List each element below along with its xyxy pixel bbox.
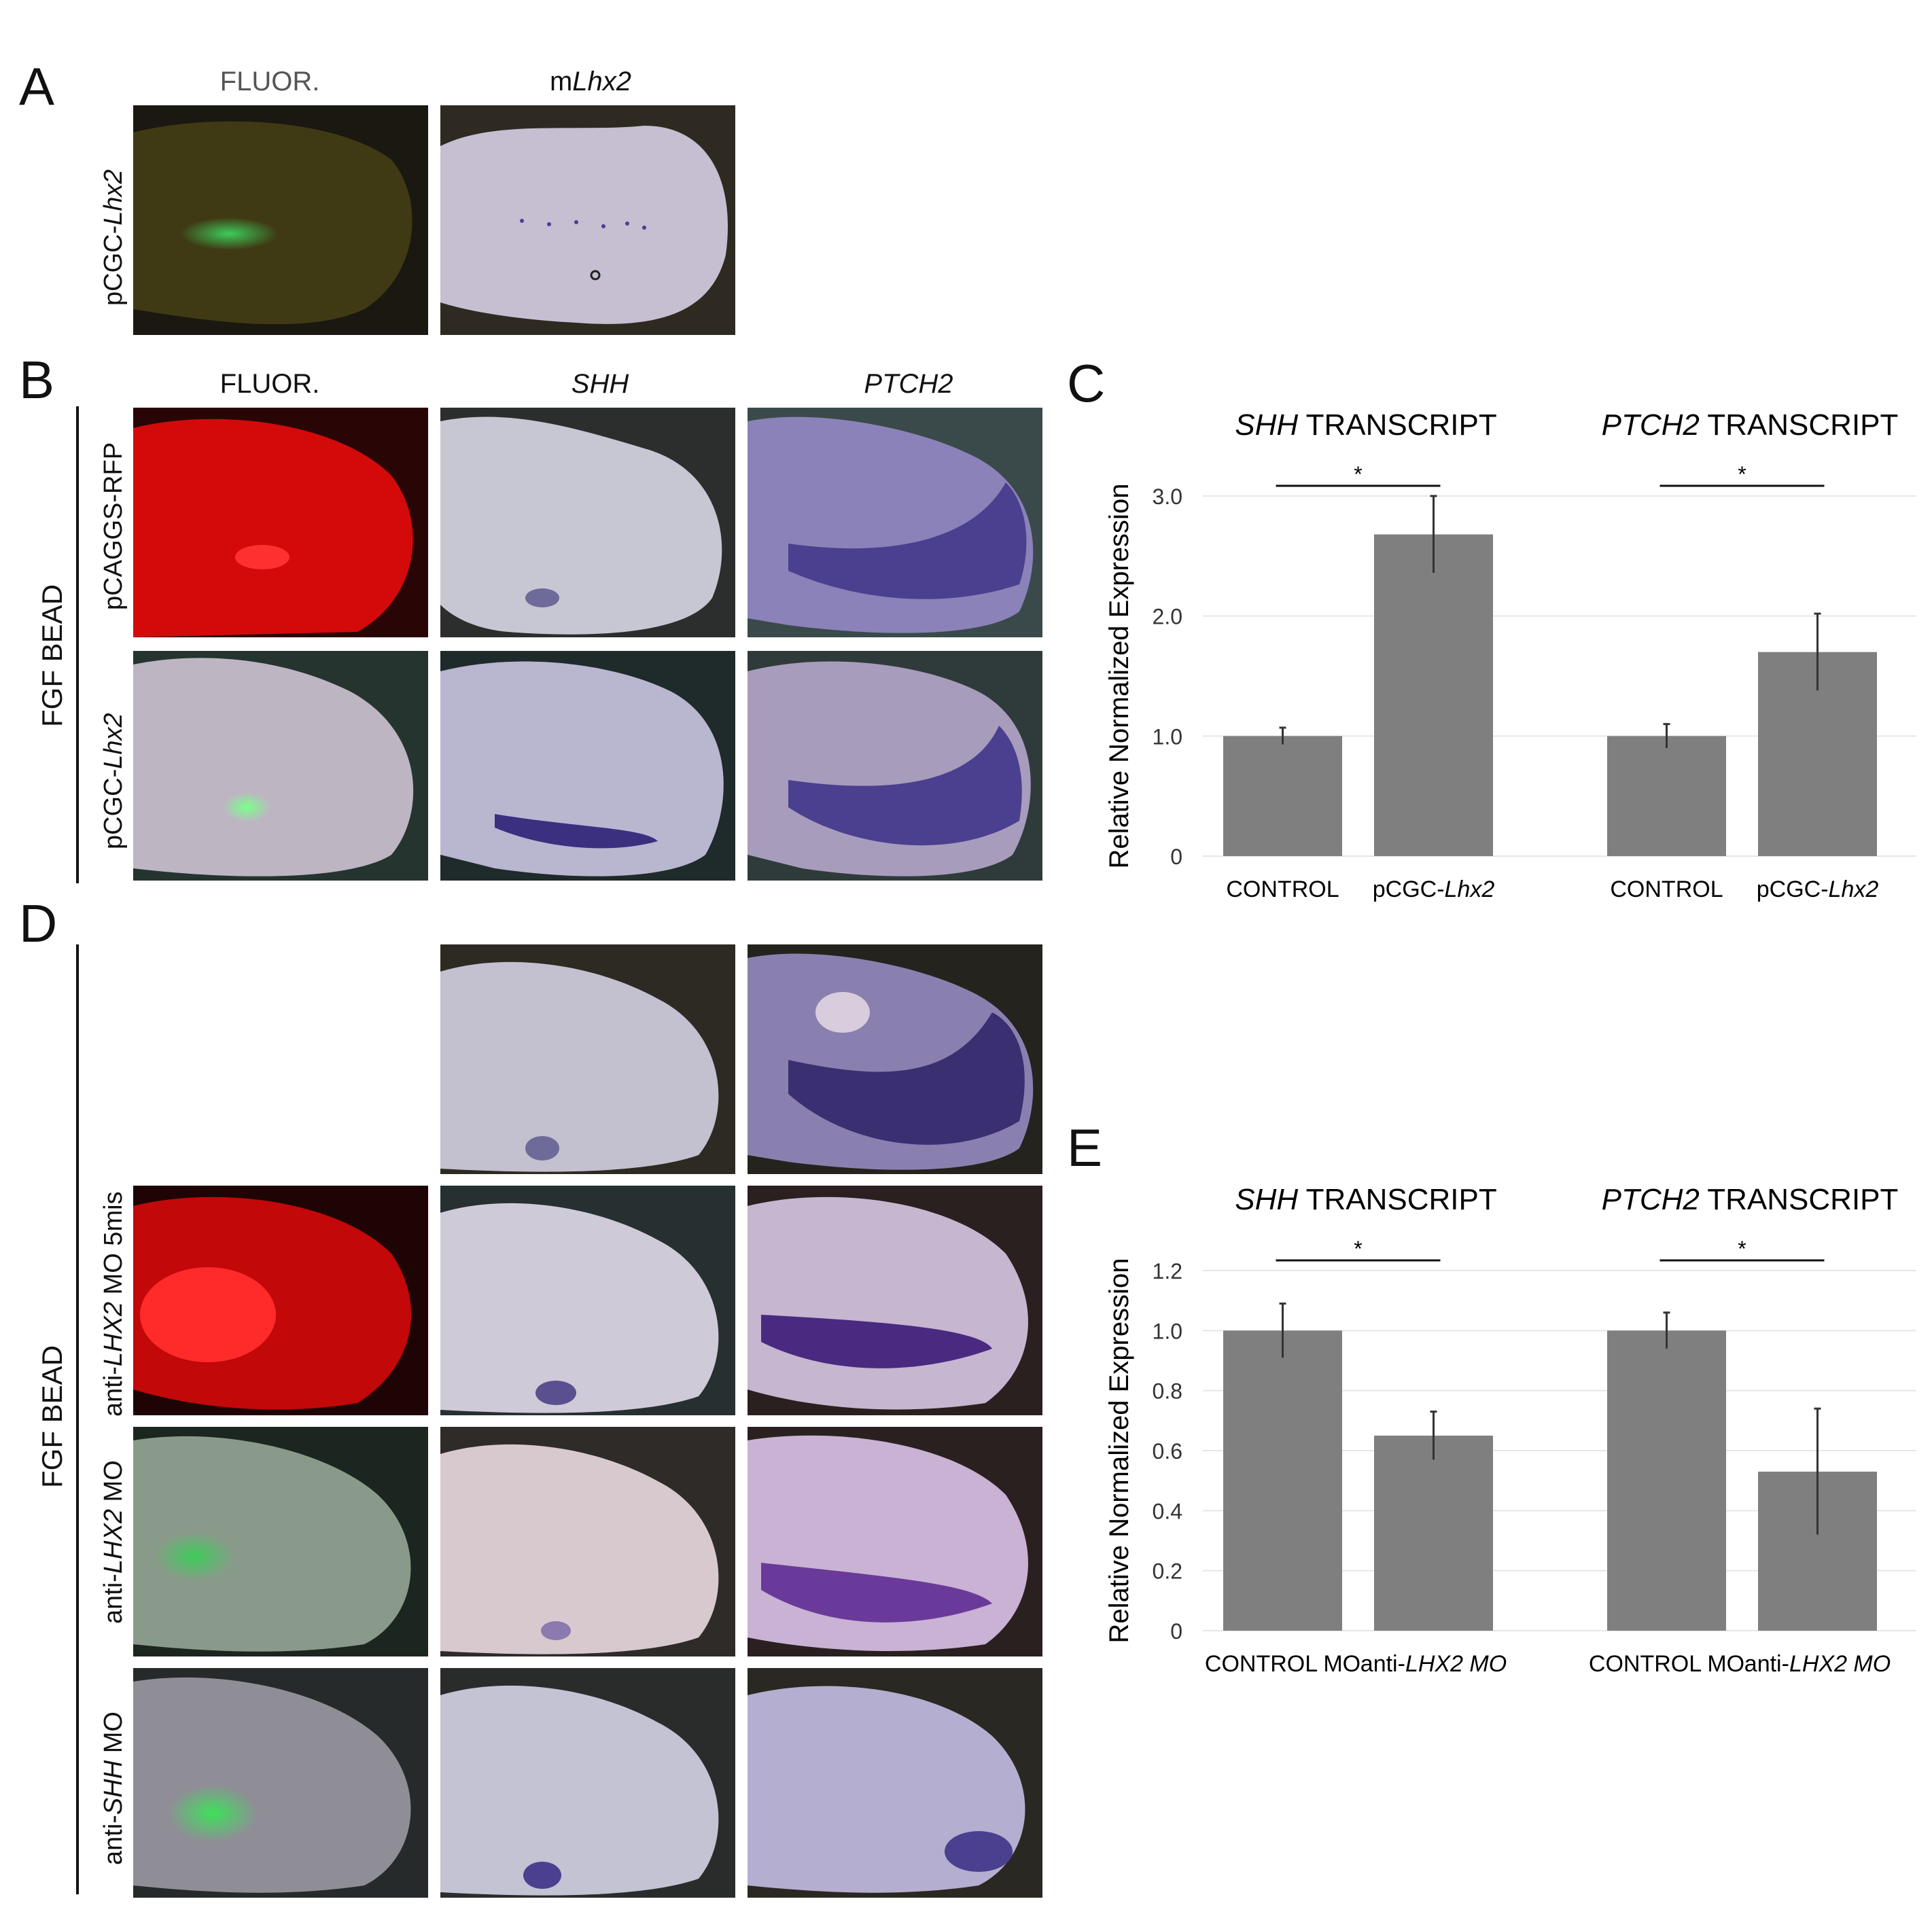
row-label-b2: pCGC-Lhx2 [99, 713, 128, 849]
photo-d1-fluor [133, 1186, 428, 1415]
photo-b1-fluor [133, 408, 428, 637]
chart-c-bar [1223, 736, 1342, 856]
chart-e-bar [1223, 1330, 1342, 1631]
chart-e-ytick: 0 [1170, 1619, 1182, 1644]
row-label-d3: anti-SHH MO [99, 1712, 128, 1865]
chart-e-group-title: PTCH2 TRANSCRIPT [1602, 1183, 1899, 1216]
col-header-ptch2: PTCH2 [864, 369, 953, 399]
chart-e-ytick: 0.2 [1153, 1559, 1182, 1584]
chart-c-xtick: CONTROL [1610, 876, 1723, 902]
chart-e-xtick: anti-LHX2 MO [1744, 1651, 1891, 1677]
photo-a-fluor [133, 105, 428, 335]
group-label-d: FGF BEAD [36, 1345, 68, 1488]
chart-c: Relative Normalized Expression 0 1.0 2.0 3.0… [1104, 408, 1916, 902]
row-label-a: pCGC-Lhx2 [99, 169, 128, 306]
chart-c-group-title: PTCH2 TRANSCRIPT [1602, 408, 1899, 442]
chart-c-group-title: SHH TRANSCRIPT [1235, 408, 1496, 442]
chart-e-bar [1374, 1435, 1493, 1631]
col-header-shh: SHH [571, 369, 629, 399]
bracket-line-d [76, 944, 79, 1894]
photo-b1-shh [440, 408, 735, 637]
panel-label-b: B [19, 350, 55, 410]
group-label-b: FGF BEAD [36, 584, 68, 727]
photo-d1-ptch2 [748, 1186, 1042, 1415]
chart-c-xtick: pCGC-Lhx2 [1373, 876, 1495, 902]
chart-e-ytick: 1.0 [1153, 1319, 1182, 1343]
chart-c-ytick: 3.0 [1153, 484, 1182, 509]
chart-e-sig-star: * [1354, 1237, 1362, 1261]
photo-b1-ptch2 [748, 408, 1042, 637]
chart-c-bar [1607, 736, 1726, 856]
row-label-d1: anti-LHX2 MO 5mis [99, 1191, 128, 1417]
col-header-mlhx2: mLhx2 [549, 67, 632, 96]
chart-c-xtick: pCGC-Lhx2 [1757, 876, 1879, 902]
chart-e-ytick: 0.8 [1153, 1379, 1182, 1404]
photo-d3-fluor [133, 1668, 428, 1898]
photo-d0-ptch2 [748, 944, 1042, 1174]
panel-label-d: D [19, 893, 58, 953]
chart-e-bar [1607, 1330, 1726, 1631]
photo-b2-shh [440, 651, 735, 881]
chart-c-sig-star: * [1738, 462, 1746, 486]
photo-d2-ptch2 [748, 1427, 1042, 1656]
chart-e-ytick: 0.6 [1153, 1439, 1182, 1464]
chart-c-ytick: 1.0 [1153, 724, 1182, 749]
panel-label-a: A [19, 56, 55, 116]
chart-e-sig-star: * [1738, 1237, 1746, 1261]
col-header-fluor-b: FLUOR. [219, 369, 320, 399]
chart-c-ytick: 2.0 [1153, 605, 1182, 629]
chart-c-sig-star: * [1354, 462, 1362, 486]
photo-d3-ptch2 [748, 1668, 1042, 1898]
photo-b2-fluor [133, 651, 428, 881]
chart-e-xtick: CONTROL MO [1205, 1651, 1360, 1677]
bracket-line-b [76, 406, 79, 883]
photo-d1-shh [440, 1186, 735, 1415]
chart-e-ytick: 1.2 [1153, 1259, 1182, 1283]
chart-e-xtick: anti-LHX2 MO [1360, 1651, 1507, 1677]
chart-c-ytick: 0 [1170, 845, 1182, 869]
chart-c-bar [1374, 534, 1493, 856]
chart-e-ytick: 0.4 [1153, 1499, 1182, 1523]
photo-d0-shh [440, 944, 735, 1174]
photo-d2-fluor [133, 1427, 428, 1656]
chart-c-xtick: CONTROL [1226, 876, 1339, 902]
chart-e: Relative Normalized Expression 0 0.2 0.4 0.6… [1104, 1183, 1916, 1677]
chart-e-ylabel: Relative Normalized Expression [1104, 1258, 1134, 1644]
photo-d3-shh [440, 1668, 735, 1898]
panel-label-e: E [1067, 1118, 1103, 1177]
photo-d2-shh [440, 1427, 735, 1656]
photo-b2-ptch2 [748, 651, 1042, 881]
photo-a-mlhx2 [440, 105, 735, 335]
row-label-b1: pCAGGS-RFP [99, 442, 128, 610]
panel-label-c: C [1067, 353, 1106, 413]
chart-e-group-title: SHH TRANSCRIPT [1235, 1183, 1496, 1216]
col-header-fluor-a: FLUOR. [219, 67, 320, 96]
chart-c-ylabel: Relative Normalized Expression [1104, 484, 1134, 869]
chart-e-xtick: CONTROL MO [1589, 1651, 1744, 1677]
row-label-d2: anti-LHX2 MO [99, 1460, 128, 1624]
